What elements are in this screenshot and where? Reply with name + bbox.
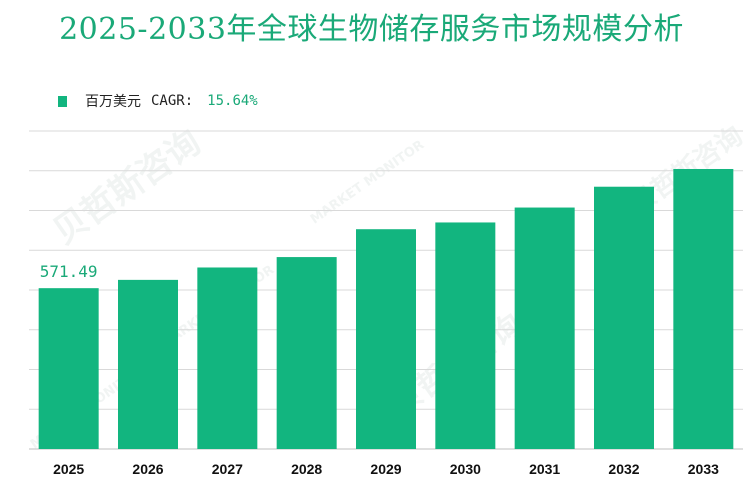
chart-title: 2025-2033年全球生物储存服务市场规模分析 (59, 12, 684, 47)
legend-swatch (58, 95, 67, 107)
x-tick-label: 2030 (450, 461, 481, 477)
legend: 百万美元 CAGR: 15.64% (58, 91, 258, 111)
bar-2028 (276, 257, 337, 449)
bar-2029 (356, 229, 416, 449)
bar-2032 (594, 186, 654, 450)
x-tick-label: 2029 (370, 461, 401, 477)
legend-series-label: 百万美元 (85, 94, 141, 110)
x-tick-label: 2026 (132, 461, 163, 477)
x-tick-label: 2032 (608, 461, 639, 477)
bar-2033 (673, 168, 734, 449)
x-tick-label: 2031 (529, 461, 560, 477)
legend-cagr-value: 15.64% (207, 93, 258, 109)
data-label: 571.49 (40, 262, 98, 281)
bar-2031 (514, 207, 575, 449)
bar-2025 (38, 288, 99, 449)
x-tick-label: 2033 (688, 461, 719, 477)
x-tick-label: 2025 (53, 461, 84, 477)
legend-cagr-label: CAGR: (151, 93, 194, 109)
bar-2027 (197, 267, 258, 449)
x-tick-label: 2028 (291, 461, 322, 477)
bar-2026 (118, 279, 178, 449)
x-tick-label: 2027 (212, 461, 243, 477)
bar-2030 (435, 222, 496, 449)
